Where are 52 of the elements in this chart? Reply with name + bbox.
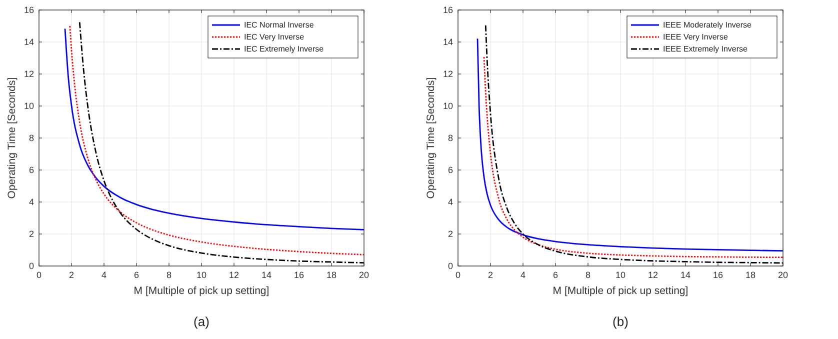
- y-tick-label: 6: [448, 164, 453, 175]
- y-tick-label: 4: [28, 196, 34, 207]
- y-tick-label: 0: [28, 260, 34, 271]
- x-tick-label: 2: [68, 270, 74, 280]
- text: (b): [612, 314, 628, 329]
- y-tick-label: 4: [448, 196, 453, 207]
- x-tick-label: 14: [261, 270, 272, 280]
- legend-label: IEEE Very Inverse: [663, 32, 728, 42]
- x-tick-label: 18: [745, 270, 756, 280]
- x-tick-label: 20: [778, 270, 788, 280]
- y-tick-label: 12: [24, 68, 34, 79]
- legend-label: IEC Very Inverse: [244, 32, 305, 42]
- y-tick-label: 8: [448, 132, 453, 143]
- y-axis-title: Operating Time [Seconds]: [6, 77, 18, 199]
- legend-label: IEC Normal Inverse: [244, 20, 314, 30]
- y-axis-title: Operating Time [Seconds]: [425, 77, 437, 199]
- x-axis-title: M [Multiple of pick up setting]: [552, 285, 688, 297]
- x-tick-label: 12: [648, 270, 658, 280]
- x-tick-label: 14: [680, 270, 691, 280]
- x-tick-label: 10: [196, 270, 207, 280]
- y-tick-label: 2: [28, 228, 34, 239]
- x-tick-label: 0: [455, 270, 461, 280]
- x-tick-label: 16: [712, 270, 724, 280]
- legend-label: IEEE Moderately Inverse: [663, 20, 752, 30]
- x-tick-label: 4: [101, 270, 107, 280]
- x-tick-label: 6: [134, 270, 140, 280]
- x-tick-label: 8: [585, 270, 591, 280]
- y-tick-label: 2: [448, 228, 453, 239]
- text: (a): [194, 314, 210, 329]
- y-tick-label: 14: [442, 36, 453, 47]
- y-tick-label: 6: [28, 164, 34, 175]
- y-tick-label: 12: [442, 68, 453, 79]
- x-tick-label: 0: [36, 270, 42, 280]
- y-tick-label: 8: [28, 132, 34, 143]
- y-tick-label: 10: [442, 100, 453, 111]
- x-tick-label: 4: [520, 270, 526, 280]
- x-tick-label: 10: [615, 270, 626, 280]
- legend-label: IEEE Extremely Inverse: [663, 44, 748, 54]
- legend-label: IEC Extremely Inverse: [244, 44, 324, 54]
- y-tick-label: 0: [448, 260, 453, 271]
- x-tick-label: 8: [166, 270, 172, 280]
- x-tick-label: 2: [488, 270, 494, 280]
- y-tick-label: 10: [24, 100, 34, 111]
- y-tick-label: 14: [24, 36, 34, 47]
- x-axis-title: M [Multiple of pick up setting]: [134, 285, 270, 297]
- x-tick-label: 20: [358, 270, 370, 280]
- x-tick-label: 6: [552, 270, 558, 280]
- x-tick-label: 16: [294, 270, 304, 280]
- x-tick-label: 12: [228, 270, 240, 280]
- y-tick-label: 16: [442, 4, 453, 15]
- x-tick-label: 18: [326, 270, 337, 280]
- y-tick-label: 16: [24, 4, 34, 15]
